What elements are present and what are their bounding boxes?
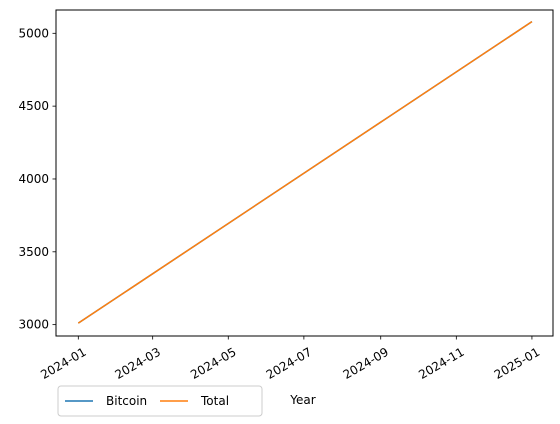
y-axis-ticks: 3000 3500 4000 4500 5000 bbox=[18, 26, 56, 332]
y-tick-label: 3500 bbox=[18, 245, 49, 259]
y-tick-label: 5000 bbox=[18, 26, 49, 40]
y-tick-label: 3000 bbox=[18, 318, 49, 332]
x-axis-label: Year bbox=[289, 393, 315, 407]
plot-lines bbox=[77, 21, 533, 324]
series-line-total bbox=[77, 21, 533, 324]
legend-label-total: Total bbox=[200, 394, 229, 408]
plot-frame bbox=[55, 9, 554, 337]
y-tick-label: 4500 bbox=[18, 99, 49, 113]
legend-label-bitcoin: Bitcoin bbox=[106, 394, 147, 408]
legend: Bitcoin Total bbox=[57, 385, 263, 417]
y-tick-label: 4000 bbox=[18, 172, 49, 186]
